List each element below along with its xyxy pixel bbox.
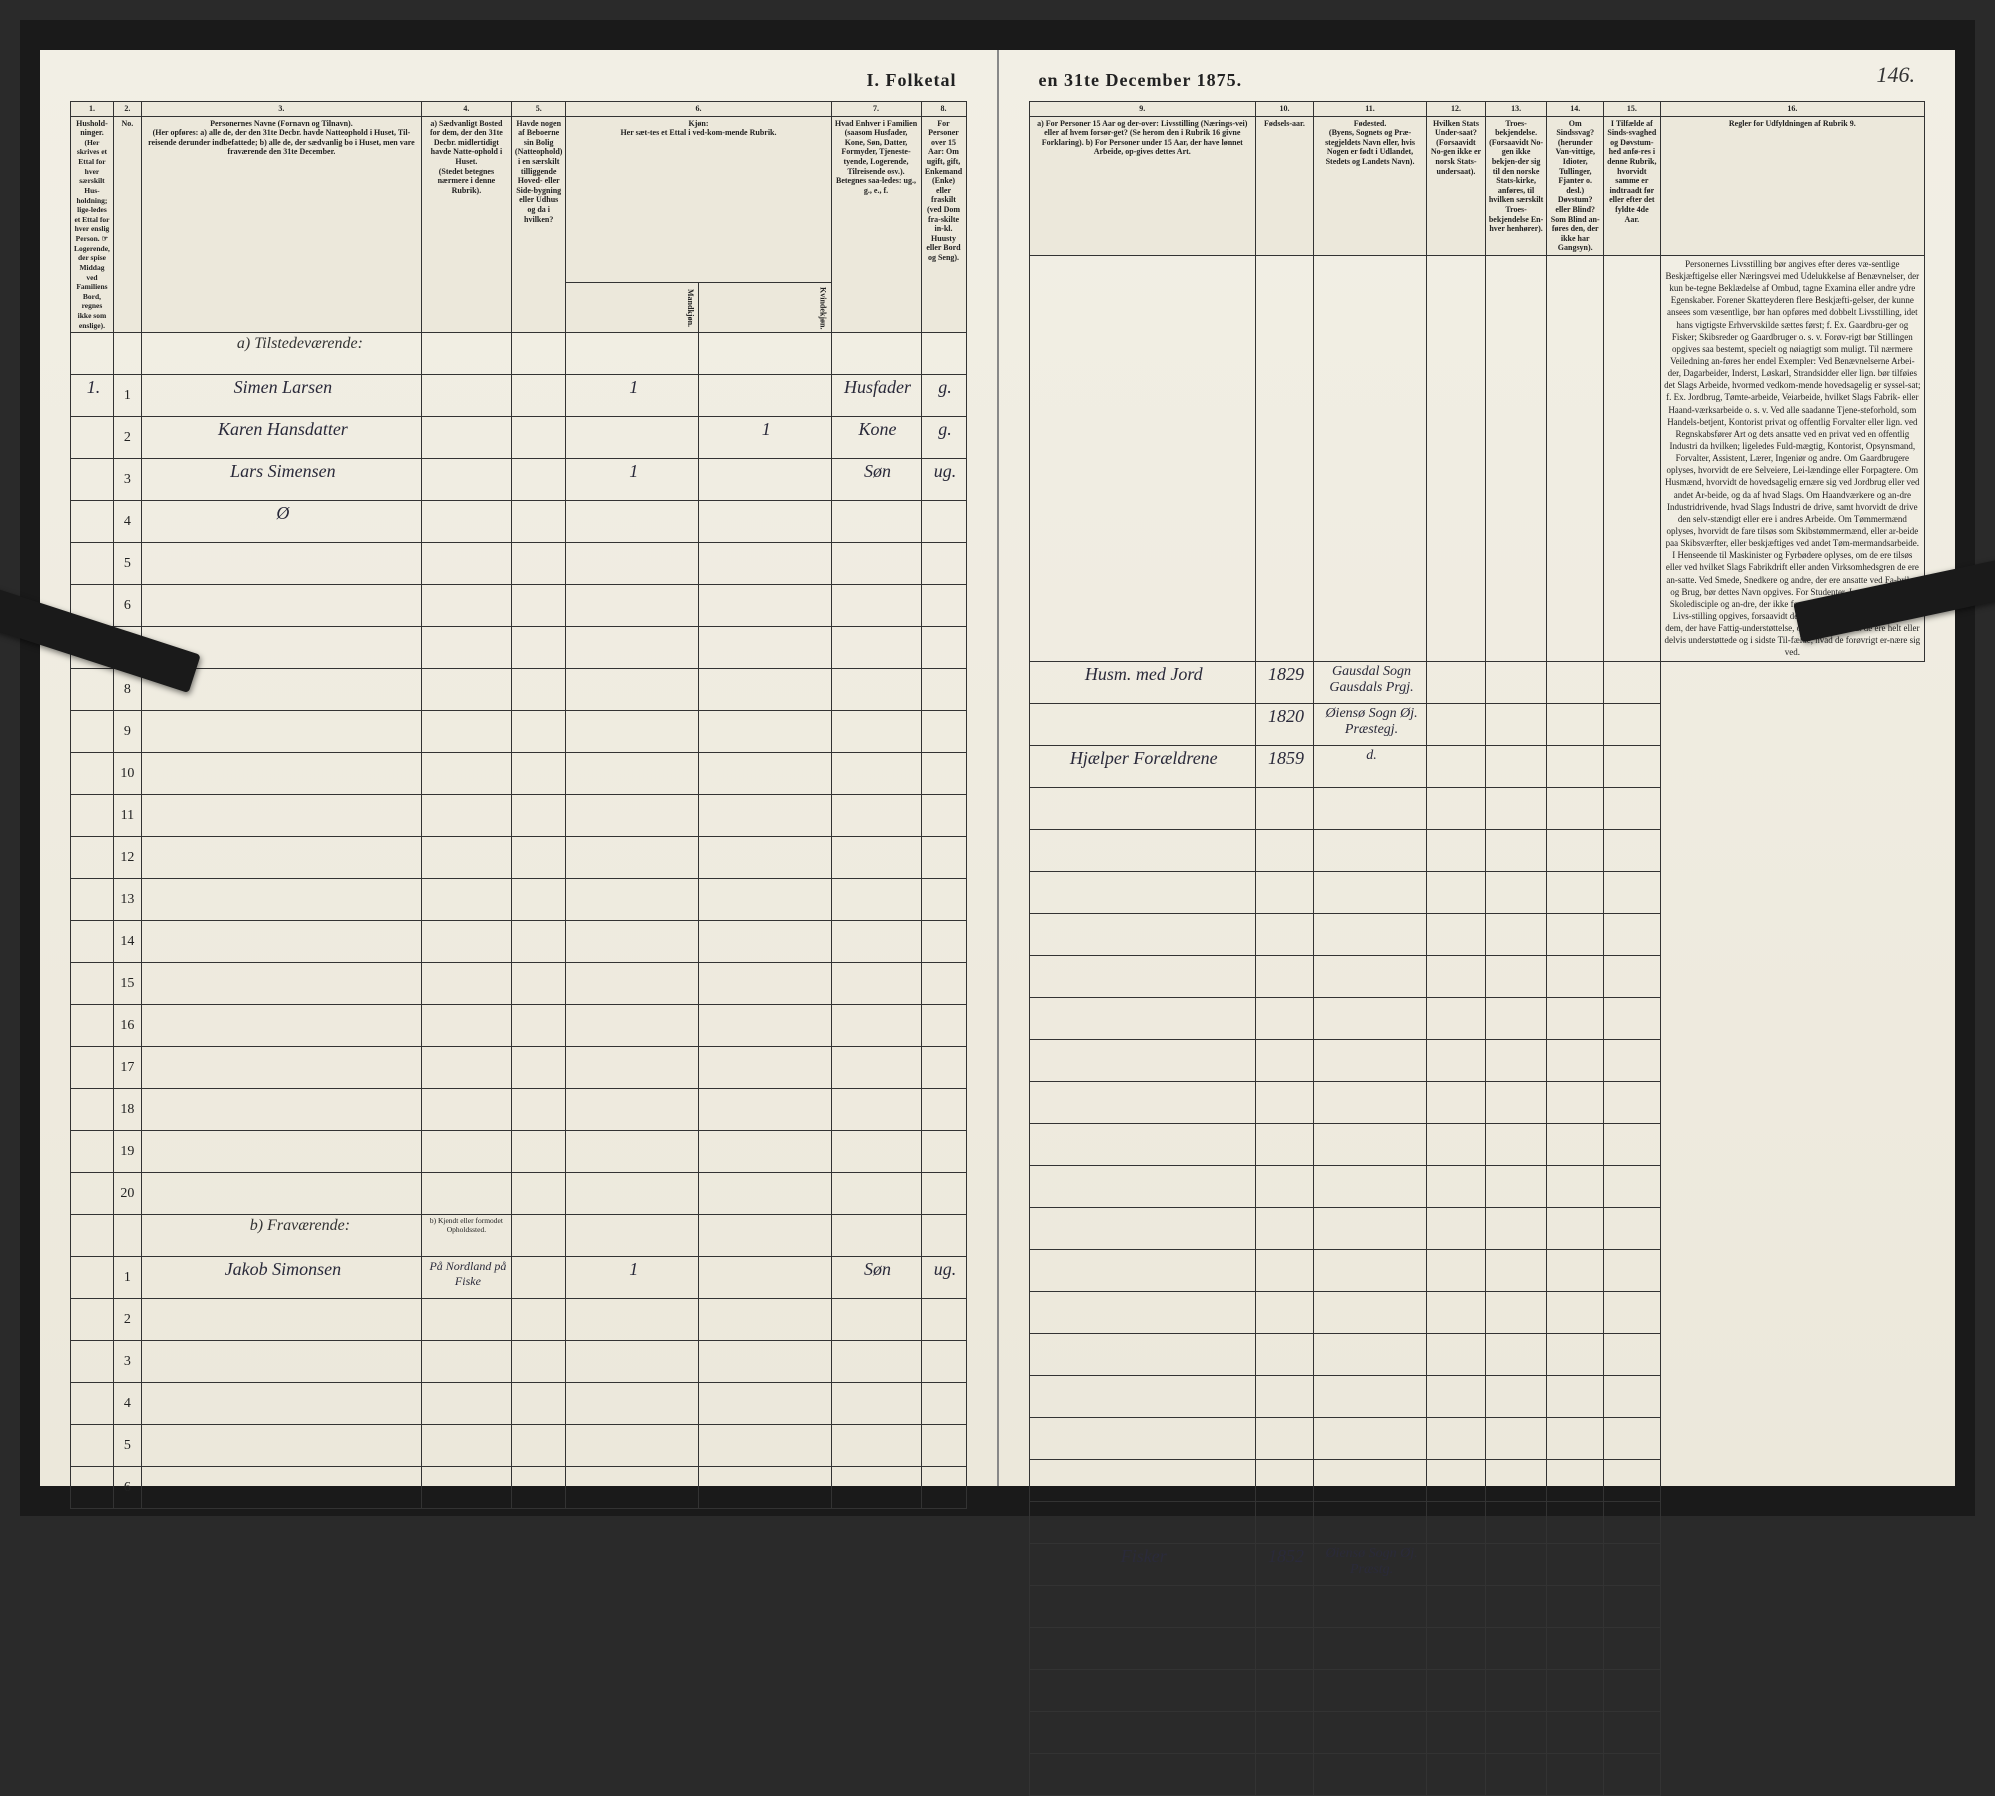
table-row: 1820Øiensø Sogn Øj. Præstegj. bbox=[1029, 703, 1925, 745]
col-number-row: 1. 2. 3. 4. 5. 6. 7. 8. bbox=[71, 102, 967, 117]
table-row: 5 bbox=[71, 1425, 967, 1467]
table-row: 19 bbox=[71, 1131, 967, 1173]
table-row bbox=[1029, 1375, 1925, 1417]
page-spread: I. Folketal 1. 2. 3. 4. 5. 6. 7. 8. Hush… bbox=[40, 50, 1955, 1486]
book-container: I. Folketal 1. 2. 3. 4. 5. 6. 7. 8. Hush… bbox=[20, 20, 1975, 1516]
table-row bbox=[1029, 1123, 1925, 1165]
table-row bbox=[1029, 787, 1925, 829]
table-row bbox=[1029, 1207, 1925, 1249]
table-row bbox=[1029, 1585, 1925, 1627]
table-row: 17 bbox=[71, 1047, 967, 1089]
table-row bbox=[1029, 1711, 1925, 1753]
section-absent-header: b) Fraværende: b) Kjendt eller formodet … bbox=[71, 1215, 967, 1257]
table-row: 4Ø bbox=[71, 501, 967, 543]
page-title-right: en 31te December 1875. bbox=[1029, 70, 1926, 91]
table-row bbox=[1029, 1039, 1925, 1081]
table-row: 5 bbox=[71, 543, 967, 585]
table-row: 16 bbox=[71, 1005, 967, 1047]
table-row bbox=[1029, 1459, 1925, 1501]
table-row: 10 bbox=[71, 753, 967, 795]
table-row: 8 bbox=[71, 669, 967, 711]
right-page: 146. en 31te December 1875. 9. 10. 11. 1… bbox=[999, 50, 1956, 1486]
table-row bbox=[1029, 1417, 1925, 1459]
table-row: 13 bbox=[71, 879, 967, 921]
page-title-left: I. Folketal bbox=[70, 70, 967, 91]
table-row bbox=[1029, 871, 1925, 913]
col1-header: Hushold- ninger. bbox=[76, 119, 108, 138]
table-row: 7 bbox=[71, 627, 967, 669]
ledger-table-right: 9. 10. 11. 12. 13. 14. 15. 16. a) For Pe… bbox=[1029, 101, 1926, 1796]
table-row: 18 bbox=[71, 1089, 967, 1131]
section-present-header: a) Tilstedeværende: bbox=[71, 333, 967, 375]
left-page: I. Folketal 1. 2. 3. 4. 5. 6. 7. 8. Hush… bbox=[40, 50, 999, 1486]
table-row: 3Lars Simensen1Sønug. bbox=[71, 459, 967, 501]
table-row: 11 bbox=[71, 795, 967, 837]
table-row: 1.1Simen Larsen1Husfaderg. bbox=[71, 375, 967, 417]
table-row bbox=[1029, 1333, 1925, 1375]
table-row: Hjælper Forældrene1859d. bbox=[1029, 745, 1925, 787]
table-row bbox=[1029, 955, 1925, 997]
col-header-row-right: a) For Personer 15 Aar og der-over: Livs… bbox=[1029, 116, 1925, 255]
table-row bbox=[1029, 1753, 1925, 1795]
table-row: 4 bbox=[71, 1383, 967, 1425]
table-row: 1Jakob SimonsenPå Nordland på Fiske1Sønu… bbox=[71, 1257, 967, 1299]
table-row bbox=[1029, 1669, 1925, 1711]
table-row bbox=[1029, 1249, 1925, 1291]
col-number-row-right: 9. 10. 11. 12. 13. 14. 15. 16. bbox=[1029, 102, 1925, 117]
table-row: 2Karen Hansdatter1Koneg. bbox=[71, 417, 967, 459]
table-row: Fisker1852Øiensø Sogn Øj. Præstg. bbox=[1029, 1543, 1925, 1585]
table-row: Husm. med Jord1829Gausdal Sogn Gausdals … bbox=[1029, 661, 1925, 703]
table-row: 6 bbox=[71, 585, 967, 627]
table-row: 14 bbox=[71, 921, 967, 963]
table-row: 12 bbox=[71, 837, 967, 879]
table-row: 15 bbox=[71, 963, 967, 1005]
table-row bbox=[1029, 1081, 1925, 1123]
table-row: 3 bbox=[71, 1341, 967, 1383]
table-row bbox=[1029, 829, 1925, 871]
ledger-table-left: 1. 2. 3. 4. 5. 6. 7. 8. Hushold- ninger.… bbox=[70, 101, 967, 1509]
table-row bbox=[1029, 913, 1925, 955]
table-row bbox=[1029, 1627, 1925, 1669]
table-row: 20 bbox=[71, 1173, 967, 1215]
table-row: 6 bbox=[71, 1467, 967, 1509]
table-row: 2 bbox=[71, 1299, 967, 1341]
table-row bbox=[1029, 1291, 1925, 1333]
col-header-row: Hushold- ninger.(Her skrives et Ettal fo… bbox=[71, 116, 967, 283]
table-row: 9 bbox=[71, 711, 967, 753]
page-number: 146. bbox=[1877, 62, 1916, 88]
table-row bbox=[1029, 1165, 1925, 1207]
table-row bbox=[1029, 997, 1925, 1039]
